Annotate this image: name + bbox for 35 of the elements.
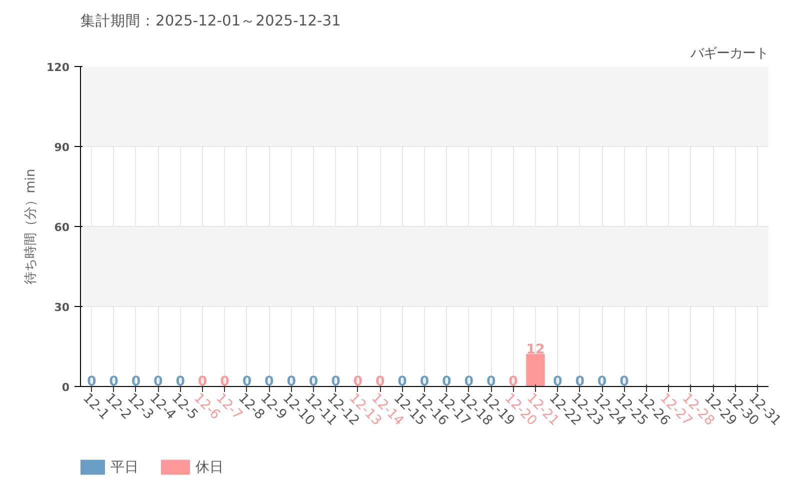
data-label: 0 — [575, 374, 584, 390]
data-label: 0 — [331, 374, 340, 390]
chart-subtitle: バギーカート — [690, 46, 768, 62]
data-label: 0 — [420, 374, 430, 390]
data-label: 0 — [264, 374, 274, 390]
data-label: 0 — [353, 374, 363, 390]
data-label: 0 — [286, 374, 296, 390]
legend-label: 平日 — [110, 459, 138, 476]
data-label: 0 — [442, 374, 452, 390]
legend-label: 休日 — [196, 459, 224, 476]
data-label: 0 — [620, 374, 629, 390]
data-label: 0 — [553, 374, 562, 390]
data-label: 0 — [464, 374, 474, 390]
data-label: 0 — [86, 374, 96, 390]
data-label: 0 — [176, 374, 186, 390]
y-tick-label: 90 — [54, 141, 70, 154]
data-label: 0 — [154, 374, 163, 390]
data-label: 0 — [597, 374, 607, 390]
data-label: 0 — [220, 374, 230, 390]
data-label: 0 — [131, 374, 141, 390]
y-axis-title: 待ち時間（分）min — [24, 168, 39, 284]
y-tick-label: 60 — [54, 221, 70, 234]
data-label: 0 — [308, 374, 318, 390]
data-label: 12 — [526, 342, 545, 358]
y-tick-label: 30 — [54, 301, 70, 314]
data-label: 0 — [242, 374, 252, 390]
data-label: 0 — [398, 374, 407, 390]
data-label: 0 — [198, 374, 208, 390]
y-tick-label: 120 — [46, 61, 70, 74]
data-label: 0 — [375, 374, 385, 390]
data-label: 0 — [109, 374, 118, 390]
data-label: 0 — [486, 374, 496, 390]
y-tick-label: 0 — [62, 381, 70, 394]
chart-title: 集計期間：2025-12-01～2025-12-31 — [80, 12, 341, 30]
data-label: 0 — [508, 374, 518, 390]
